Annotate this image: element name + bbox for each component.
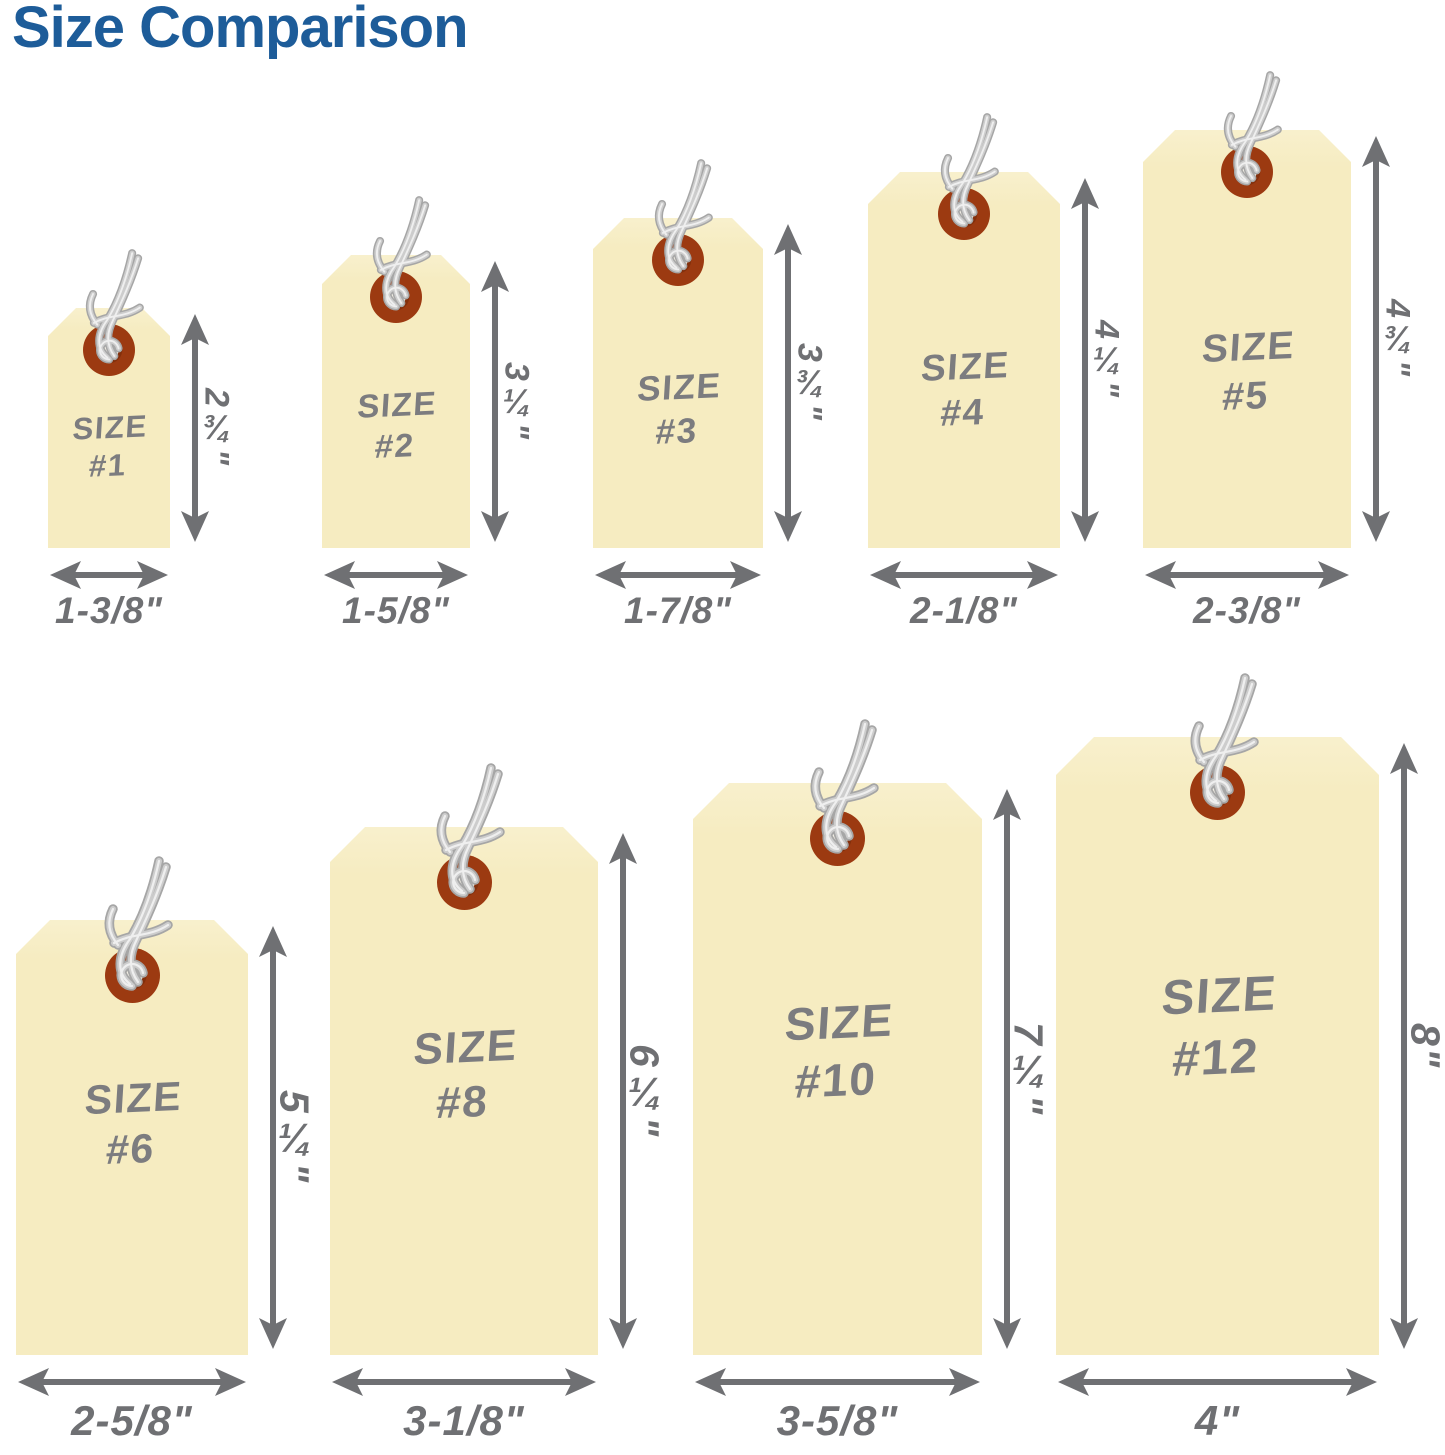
page-title: Size Comparison — [12, 0, 469, 60]
width-dimension-label: 3-1/8" — [403, 1397, 525, 1444]
height-dimension-label: 7¼" — [1005, 1021, 1052, 1117]
width-dimension-label: 2-5/8" — [71, 1397, 193, 1444]
height-dimension-label: 3¼" — [497, 361, 536, 442]
width-arrow-icon — [1145, 558, 1349, 597]
tag-string-icon — [372, 196, 431, 311]
tag-string-icon — [1190, 673, 1259, 808]
height-arrow-icon — [990, 789, 1024, 1354]
tag-size-number: #3 — [654, 410, 699, 452]
width-arrow-icon — [1058, 1365, 1377, 1404]
tag-string-icon — [436, 763, 505, 898]
height-dimension-label: 8" — [1402, 1022, 1445, 1070]
tag-size-number: #2 — [373, 426, 416, 465]
width-dimension-label: 2-3/8" — [1193, 590, 1301, 631]
shipping-tag-size-5 — [1143, 130, 1351, 548]
height-dimension-label: 2¾" — [197, 388, 236, 468]
tag-size-word: Size — [356, 383, 439, 425]
height-arrow-icon — [771, 224, 805, 547]
tag-size-number: #12 — [1170, 1028, 1261, 1087]
tag-size-label-size-6: Size #6 — [12, 1066, 251, 1183]
height-arrow-icon — [1359, 136, 1393, 547]
tag-size-label-size-1: Size #1 — [45, 404, 172, 490]
tag-string-icon — [85, 249, 144, 364]
shipping-tag-size-12 — [1056, 737, 1379, 1355]
width-dimension-label: 1-3/8" — [55, 590, 163, 631]
height-arrow-icon — [178, 314, 212, 547]
height-arrow-icon — [606, 833, 640, 1354]
tag-size-word: Size — [83, 1072, 184, 1124]
width-dimension-label: 1-5/8" — [342, 590, 450, 631]
tag-size-word: Size — [412, 1020, 520, 1075]
height-dimension-label: 4¾" — [1378, 299, 1417, 379]
width-arrow-icon — [332, 1365, 596, 1404]
width-arrow-icon — [695, 1365, 980, 1404]
tag-size-word: Size — [636, 365, 723, 409]
height-dimension-label: 6¼" — [621, 1043, 668, 1139]
width-arrow-icon — [324, 558, 468, 597]
width-dimension-label: 4" — [1194, 1397, 1241, 1444]
tag-size-label-size-2: Size #2 — [319, 379, 473, 471]
tag-size-label-size-4: Size #4 — [865, 338, 1064, 442]
tag-size-word: Size — [71, 407, 149, 447]
height-dimension-label: 5¼" — [271, 1090, 318, 1185]
tag-size-word: Size — [919, 343, 1012, 389]
tag-size-number: #1 — [87, 447, 128, 485]
tag-size-label-size-12: Size #12 — [1052, 957, 1384, 1098]
tag-size-number: #5 — [1220, 373, 1271, 419]
tag-size-number: #4 — [939, 391, 987, 435]
tag-size-label-size-3: Size #3 — [590, 360, 766, 458]
tag-string-icon — [940, 113, 999, 228]
tag-size-label-size-10: Size #10 — [689, 986, 986, 1118]
tag-string-icon — [1223, 71, 1282, 186]
shipping-tag-size-8 — [330, 827, 598, 1355]
tag-string-icon — [104, 856, 173, 991]
height-arrow-icon — [1387, 743, 1421, 1354]
width-arrow-icon — [50, 558, 168, 597]
width-arrow-icon — [18, 1365, 246, 1404]
shipping-tag-size-10 — [693, 783, 982, 1355]
width-arrow-icon — [595, 558, 761, 597]
tag-size-label-size-5: Size #5 — [1140, 318, 1355, 428]
tag-size-word: Size — [783, 993, 896, 1051]
width-dimension-label: 3-5/8" — [776, 1397, 899, 1444]
height-dimension-label: 4¼" — [1087, 320, 1126, 400]
width-dimension-label: 2-1/8" — [910, 590, 1018, 631]
tag-string-icon — [810, 719, 879, 854]
height-arrow-icon — [478, 261, 512, 547]
tag-size-number: #8 — [434, 1077, 490, 1129]
tag-size-number: #10 — [793, 1052, 879, 1108]
tag-size-label-size-8: Size #8 — [326, 1012, 602, 1138]
tag-string-icon — [654, 159, 713, 274]
height-arrow-icon — [1068, 178, 1102, 547]
width-arrow-icon — [870, 558, 1058, 597]
height-dimension-label: 3¾" — [790, 343, 829, 423]
tag-size-number: #6 — [104, 1125, 157, 1174]
tag-size-word: Size — [1200, 323, 1297, 371]
width-dimension-label: 1-7/8" — [624, 590, 732, 631]
tag-size-word: Size — [1160, 966, 1279, 1026]
height-arrow-icon — [256, 926, 290, 1354]
